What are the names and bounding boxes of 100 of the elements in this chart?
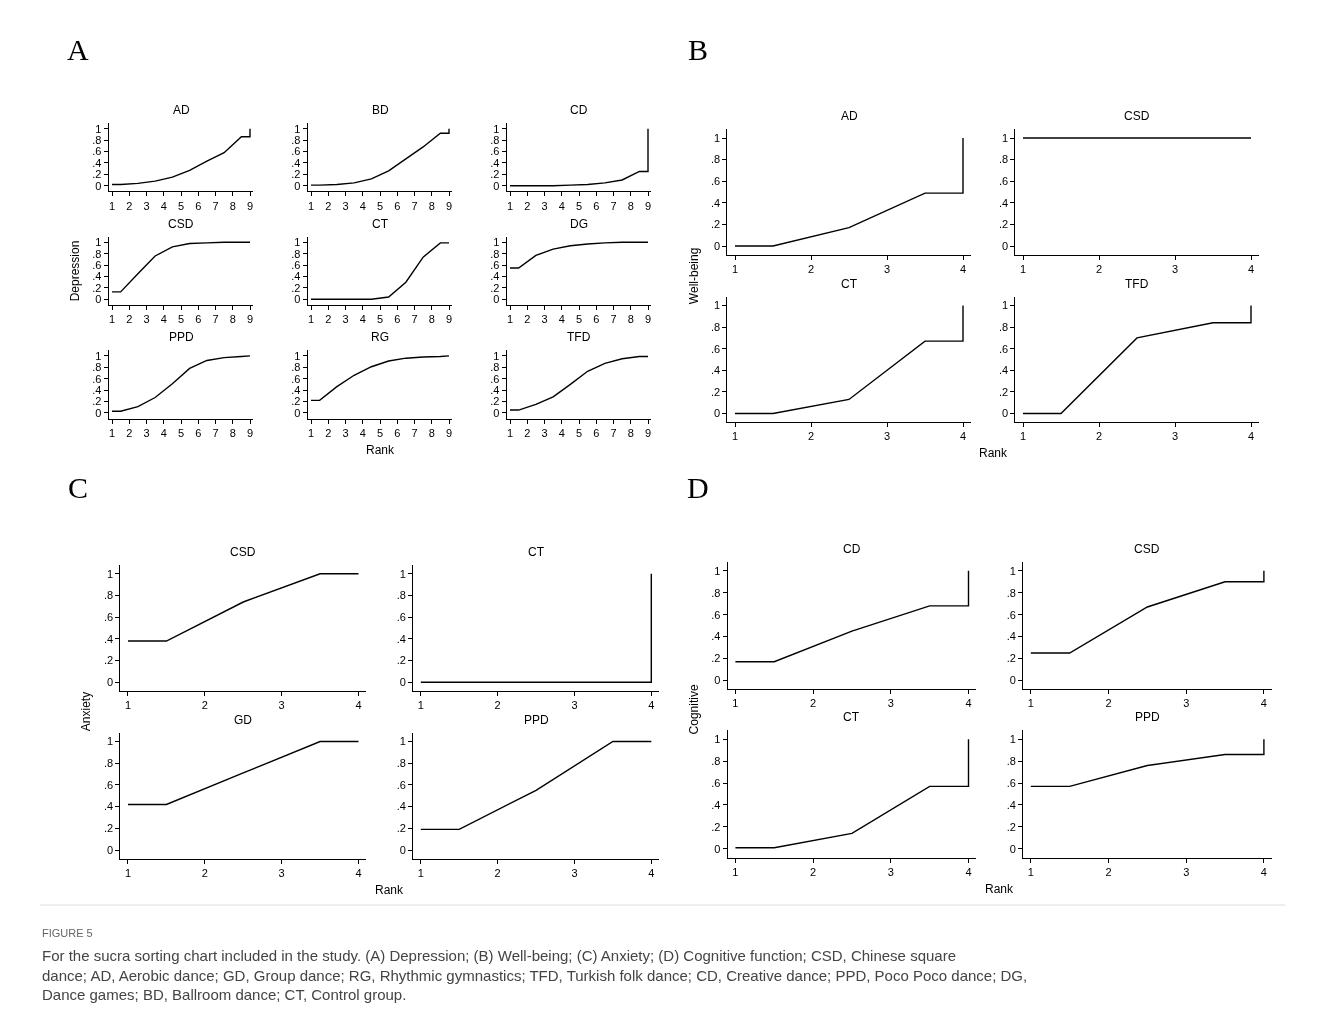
y-tick-label: 0 bbox=[95, 293, 102, 306]
chart-title: CT bbox=[843, 710, 860, 724]
chart-title: CD bbox=[570, 103, 588, 117]
y-tick-label: .4 bbox=[490, 383, 500, 396]
x-tick-label: 8 bbox=[627, 313, 634, 326]
chart-title: AD bbox=[841, 109, 858, 123]
x-tick-label: 3 bbox=[541, 426, 548, 439]
y-tick-label: .2 bbox=[103, 822, 114, 835]
y-tick-label: .2 bbox=[1006, 652, 1016, 665]
y-tick-label: 1 bbox=[106, 567, 114, 580]
x-tick-label: 9 bbox=[445, 313, 453, 326]
y-tick-label: .8 bbox=[92, 247, 102, 260]
line-series bbox=[310, 127, 450, 186]
y-tick-label: .2 bbox=[490, 168, 500, 181]
x-tick-label: 3 bbox=[342, 199, 349, 212]
x-tick-label: 3 bbox=[883, 430, 891, 443]
x-tick-label: 1 bbox=[1027, 865, 1034, 878]
y-tick-label: .8 bbox=[1006, 586, 1016, 599]
y-tick-label: .6 bbox=[490, 372, 500, 385]
y-tick-label: .4 bbox=[711, 364, 721, 377]
x-tick-label: 6 bbox=[394, 426, 401, 439]
y-tick-label: .2 bbox=[291, 281, 301, 294]
chart-title: CSD bbox=[1134, 542, 1160, 556]
x-tick-label: 1 bbox=[506, 313, 514, 326]
y-tick-label: .2 bbox=[103, 654, 114, 667]
x-tick-label: 3 bbox=[1183, 865, 1190, 878]
y-tick-label: 0 bbox=[95, 406, 102, 419]
x-tick-label: 7 bbox=[411, 199, 418, 212]
x-tick-label: 1 bbox=[124, 866, 132, 879]
x-tick-label: 4 bbox=[648, 866, 655, 879]
chart-title: CT bbox=[841, 277, 858, 291]
y-tick-label: 0 bbox=[106, 676, 114, 689]
x-tick-label: 5 bbox=[376, 313, 384, 326]
x-tick-label: 7 bbox=[610, 199, 617, 212]
x-tick-label: 3 bbox=[541, 313, 548, 326]
y-tick-label: .4 bbox=[396, 800, 406, 813]
y-tick-label: 0 bbox=[399, 843, 406, 856]
y-tick-label: .8 bbox=[999, 153, 1009, 166]
x-tick-label: 5 bbox=[575, 313, 583, 326]
x-tick-label: 4 bbox=[359, 426, 366, 439]
y-tick-label: .4 bbox=[1006, 798, 1016, 811]
x-tick-label: 3 bbox=[887, 865, 894, 878]
line-series bbox=[111, 241, 251, 293]
y-tick-label: 1 bbox=[95, 122, 102, 135]
y-tick-label: 1 bbox=[714, 564, 721, 577]
y-tick-label: 0 bbox=[106, 843, 114, 856]
x-tick-label: 3 bbox=[1183, 697, 1190, 710]
line-series bbox=[509, 127, 649, 187]
y-tick-label: 1 bbox=[106, 735, 114, 748]
y-tick-label: 1 bbox=[95, 236, 102, 249]
x-tick-label: 2 bbox=[494, 866, 501, 879]
x-tick-label: 7 bbox=[411, 313, 418, 326]
y-tick-label: 0 bbox=[714, 674, 721, 687]
y-tick-label: 1 bbox=[399, 735, 406, 748]
y-tick-label: .6 bbox=[1006, 608, 1016, 621]
chart-title: PPD bbox=[524, 713, 550, 727]
y-tick-label: .4 bbox=[711, 196, 721, 209]
y-tick-label: 0 bbox=[294, 406, 301, 419]
x-tick-label: 7 bbox=[411, 426, 418, 439]
y-tick-label: .6 bbox=[490, 258, 500, 271]
x-tick-label: 4 bbox=[965, 865, 972, 878]
y-tick-label: .2 bbox=[1006, 820, 1016, 833]
y-tick-label: .6 bbox=[711, 776, 721, 789]
y-tick-label: .4 bbox=[103, 800, 114, 813]
y-tick-label: 0 bbox=[399, 676, 406, 689]
line-series bbox=[509, 355, 649, 411]
line-series bbox=[734, 570, 970, 663]
y-tick-label: .8 bbox=[999, 320, 1009, 333]
chart-title: CD bbox=[843, 542, 861, 556]
x-tick-label: 3 bbox=[887, 697, 894, 710]
x-tick-label: 1 bbox=[506, 199, 514, 212]
x-tick-label: 1 bbox=[732, 865, 739, 878]
y-tick-label: 1 bbox=[493, 349, 500, 362]
x-axis-title: Rank bbox=[985, 882, 1015, 896]
y-axis-title: Cognitive bbox=[686, 684, 701, 735]
x-tick-label: 1 bbox=[307, 313, 315, 326]
y-tick-label: 0 bbox=[1009, 674, 1016, 687]
y-tick-label: .8 bbox=[396, 589, 406, 602]
y-tick-label: .2 bbox=[396, 822, 406, 835]
x-tick-label: 1 bbox=[732, 697, 739, 710]
x-tick-label: 9 bbox=[246, 199, 254, 212]
y-tick-label: .2 bbox=[711, 820, 721, 833]
x-tick-label: 4 bbox=[1247, 430, 1255, 443]
y-tick-label: 1 bbox=[294, 236, 301, 249]
x-tick-label: 4 bbox=[160, 199, 167, 212]
y-tick-label: .4 bbox=[490, 270, 500, 283]
y-axis-title: Anxiety bbox=[79, 691, 94, 732]
y-tick-label: 1 bbox=[714, 131, 721, 144]
x-tick-label: 3 bbox=[571, 699, 578, 712]
y-tick-label: .2 bbox=[999, 385, 1009, 398]
text: B bbox=[688, 33, 709, 66]
x-tick-label: 1 bbox=[1019, 262, 1027, 275]
x-tick-label: 4 bbox=[959, 262, 967, 275]
y-tick-label: .8 bbox=[1006, 754, 1016, 767]
y-tick-label: .2 bbox=[291, 395, 301, 408]
x-tick-label: 3 bbox=[541, 199, 548, 212]
x-tick-label: 1 bbox=[417, 866, 424, 879]
x-tick-label: 3 bbox=[143, 199, 150, 212]
x-tick-label: 1 bbox=[731, 262, 739, 275]
x-tick-label: 1 bbox=[307, 199, 315, 212]
